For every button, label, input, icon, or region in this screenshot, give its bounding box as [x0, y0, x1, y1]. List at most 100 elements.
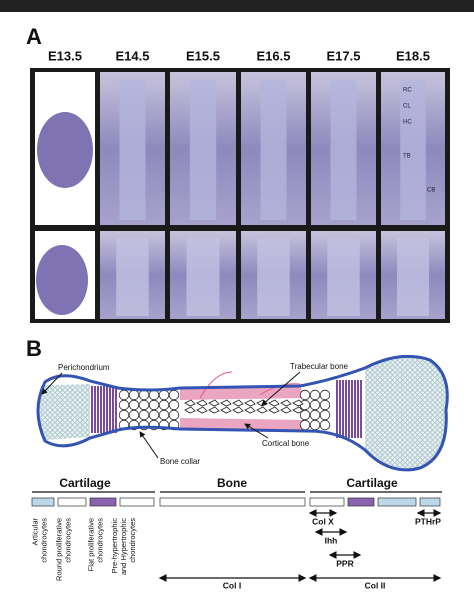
- zone-box: [57, 497, 87, 507]
- zone-label: chondrocytes: [95, 518, 104, 563]
- trabecula: [268, 406, 280, 414]
- zone-label: Flat proliferative: [86, 518, 95, 571]
- trabecula: [196, 399, 208, 407]
- tissue: [260, 80, 287, 220]
- region-label: Cartilage: [59, 476, 111, 490]
- zone-box: [119, 497, 155, 507]
- marker-label: Ihh: [325, 535, 338, 545]
- stage-label: E18.5: [396, 48, 430, 63]
- trabecula: [244, 406, 256, 414]
- callout: Perichondrium: [58, 363, 110, 372]
- zone-label: Round proliferative: [54, 518, 63, 581]
- tissue: [257, 238, 290, 316]
- marker-label: Col II: [365, 580, 386, 590]
- zone-box: [31, 497, 55, 507]
- tissue: [116, 238, 149, 316]
- marker-label: PPR: [336, 558, 353, 568]
- hypertrophic-chondrocyte: [148, 409, 160, 421]
- hypertrophic-chondrocyte: [299, 399, 311, 411]
- hypertrophic-chondrocyte: [138, 389, 150, 401]
- trabecula: [280, 399, 292, 407]
- stage-label: E15.5: [186, 48, 220, 63]
- annotation: RC: [403, 88, 412, 94]
- trabecula: [220, 406, 232, 414]
- hypertrophic-chondrocyte: [319, 399, 331, 411]
- articular-zone: [37, 384, 90, 440]
- hypertrophic-chondrocyte: [319, 419, 331, 431]
- zone-label: and Hypertrophic: [119, 518, 128, 575]
- perichondrium: [36, 354, 449, 472]
- zone-label: Articular: [30, 518, 39, 546]
- trabecula: [208, 399, 220, 407]
- hypertrophic-chondrocyte: [138, 409, 150, 421]
- tissue: [400, 80, 426, 220]
- tissue: [186, 238, 220, 316]
- hypertrophic-chondrocyte: [118, 389, 130, 401]
- callout: Cortical bone: [262, 439, 310, 448]
- callout: Trabecular bone: [290, 362, 349, 371]
- tissue: [189, 80, 217, 220]
- hypertrophic-chondrocyte: [158, 389, 170, 401]
- hypertrophic-chondrocyte: [309, 399, 321, 411]
- hypertrophic-chondrocyte: [148, 389, 160, 401]
- trabecula: [208, 406, 220, 414]
- region-label: Cartilage: [346, 476, 398, 490]
- hypertrophic-chondrocyte: [319, 409, 331, 421]
- hypertrophic-chondrocyte: [128, 409, 140, 421]
- zone-box: [309, 497, 345, 507]
- zone-box: [159, 497, 306, 507]
- annotation: TB: [403, 154, 411, 160]
- pointer: [261, 371, 301, 406]
- hypertrophic-chondrocyte: [138, 399, 150, 411]
- zone-box: [347, 497, 375, 507]
- zone-box: [89, 497, 117, 507]
- hypertrophic-chondrocyte: [168, 399, 180, 411]
- hypertrophic-chondrocyte: [168, 409, 180, 421]
- trabecula: [292, 406, 304, 414]
- pointer: [41, 372, 63, 395]
- zone-box: [419, 497, 441, 507]
- zone-label: Pre-hypertrophic: [110, 518, 119, 574]
- tissue: [330, 80, 357, 220]
- trabecula: [184, 399, 196, 407]
- annotation: CL: [403, 104, 411, 110]
- hypertrophic-chondrocyte: [128, 399, 140, 411]
- hypertrophic-chondrocyte: [309, 419, 321, 431]
- trabecula: [244, 399, 256, 407]
- hypertrophic-chondrocyte: [158, 399, 170, 411]
- tissue: [36, 245, 88, 315]
- zone-label: chondrocytes: [128, 518, 137, 563]
- hypertrophic-chondrocyte: [168, 389, 180, 401]
- trabecula: [232, 406, 244, 414]
- trabecula: [184, 406, 196, 414]
- marker-label: Col I: [223, 580, 241, 590]
- articular-zone: [365, 357, 448, 470]
- pointer: [139, 431, 159, 459]
- hypertrophic-chondrocyte: [118, 399, 130, 411]
- stage-label: E14.5: [116, 48, 150, 63]
- stage-label: E16.5: [257, 48, 291, 63]
- tissue: [37, 112, 93, 188]
- hypertrophic-chondrocyte: [158, 409, 170, 421]
- zone-label: chondrocytes: [63, 518, 72, 563]
- trabecula: [196, 406, 208, 414]
- hypertrophic-chondrocyte: [309, 409, 321, 421]
- trabecula: [232, 399, 244, 407]
- trabecula: [268, 399, 280, 407]
- hypertrophic-chondrocyte: [309, 389, 321, 401]
- annotation: CB: [427, 188, 435, 194]
- hypertrophic-chondrocyte: [148, 399, 160, 411]
- marker-label: PTHrP: [415, 516, 441, 526]
- trabecula: [220, 399, 232, 407]
- region-label: Bone: [217, 476, 247, 490]
- trabecula: [256, 406, 268, 414]
- zone-box: [377, 497, 417, 507]
- tissue: [397, 238, 429, 316]
- bone-outline: [38, 356, 448, 470]
- hypertrophic-chondrocyte: [319, 389, 331, 401]
- panel-label: A: [26, 24, 42, 49]
- hypertrophic-chondrocyte: [128, 389, 140, 401]
- cortical-bone: [180, 386, 305, 431]
- zone-bar: [31, 497, 441, 507]
